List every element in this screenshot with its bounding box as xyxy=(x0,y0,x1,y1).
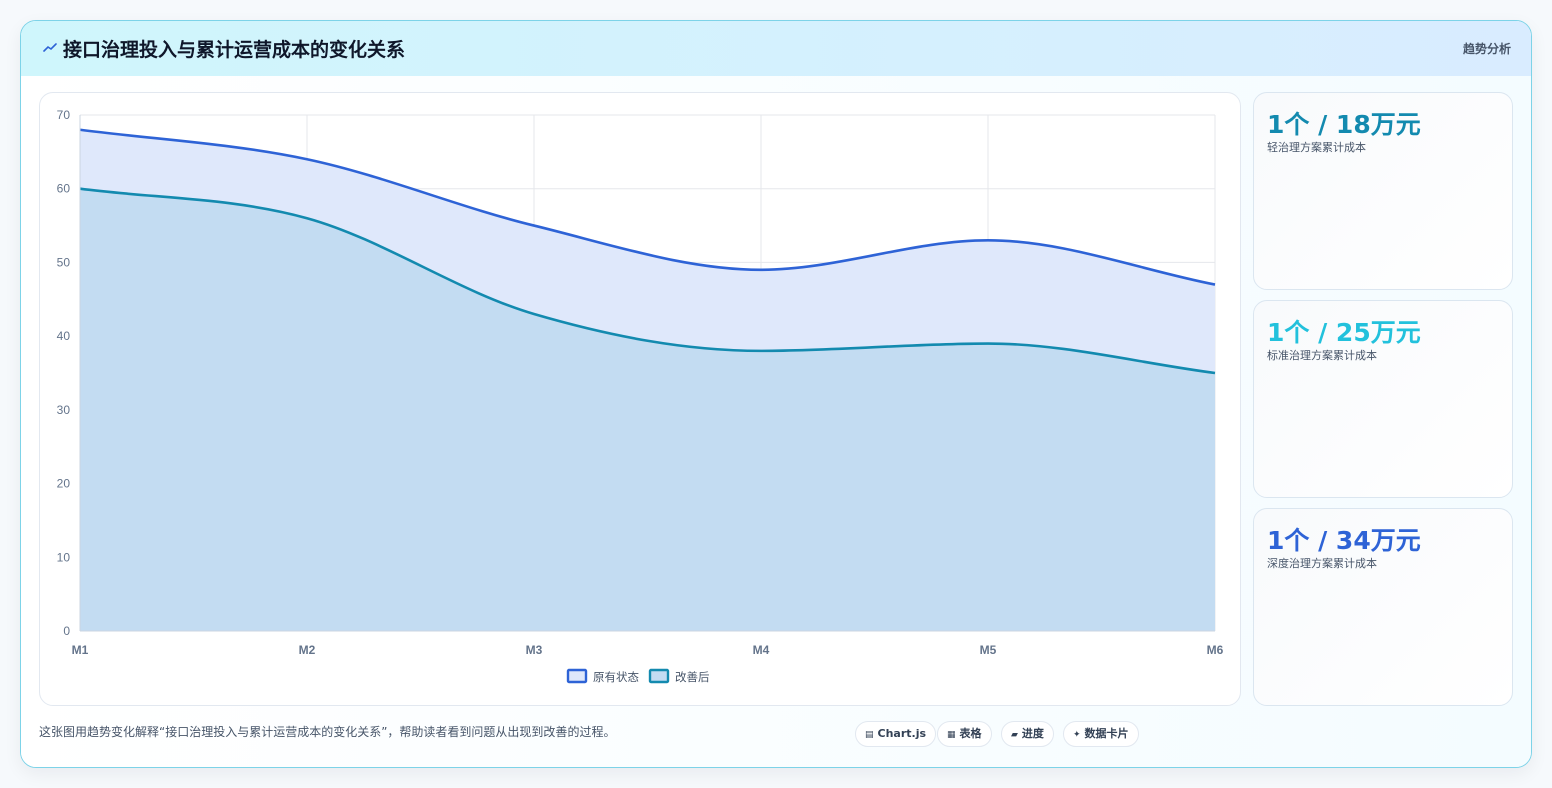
area-chart: 0 10 20 30 40 50 60 70 M1 M2 M3 M4 M5 M6 原有状态 改善后 xyxy=(57,108,1224,684)
y-tick-label: 40 xyxy=(57,329,71,343)
chart-panel: 0 10 20 30 40 50 60 70 M1 M2 M3 M4 M5 M6 原有状态 改善后 xyxy=(39,92,1241,706)
y-tick-label: 10 xyxy=(57,550,71,564)
chart-icon: ▤ xyxy=(865,730,874,740)
pill-label: 进度 xyxy=(1021,727,1044,740)
y-tick-label: 0 xyxy=(63,624,70,638)
category-tag: 趋势分析 xyxy=(1462,42,1511,56)
y-tick-label: 50 xyxy=(57,255,71,269)
x-tick-label: M5 xyxy=(980,643,997,657)
x-tick-label: M1 xyxy=(72,643,89,657)
chart-caption: 这张图用趋势变化解释“接口治理投入与累计运营成本的变化关系”，帮助读者看到问题从… xyxy=(39,725,616,739)
stat-card-deep: 1个 / 34万元 深度治理方案累计成本 xyxy=(1253,508,1513,706)
x-tick-label: M4 xyxy=(753,643,770,657)
axes: 0 10 20 30 40 50 60 70 M1 M2 M3 M4 M5 M6 xyxy=(57,108,1224,657)
y-tick-label: 30 xyxy=(57,403,71,417)
series-lines xyxy=(79,128,1216,375)
stat-value: 1个 / 34万元 xyxy=(1267,526,1421,555)
pill-label: 数据卡片 xyxy=(1084,727,1129,740)
stat-card-standard: 1个 / 25万元 标准治理方案累计成本 xyxy=(1253,300,1513,498)
series-areas xyxy=(80,129,1215,631)
chart-card: 接口治理投入与累计运营成本的变化关系 趋势分析 0 10 20 30 40 50 60 70 M… xyxy=(20,20,1532,768)
sparkle-icon: ✦ xyxy=(1073,730,1081,740)
stat-label: 深度治理方案累计成本 xyxy=(1267,557,1377,570)
legend-swatch[interactable] xyxy=(566,668,588,684)
series-area-1 xyxy=(80,188,1215,631)
card-body: 0 10 20 30 40 50 60 70 M1 M2 M3 M4 M5 M6 原有状态 改善后 1个 /… xyxy=(21,76,1531,767)
x-tick-label: M3 xyxy=(526,643,543,657)
y-tick-label: 60 xyxy=(57,182,71,196)
x-tick-label: M6 xyxy=(1207,643,1224,657)
card-header: 接口治理投入与累计运营成本的变化关系 趋势分析 xyxy=(21,21,1531,76)
y-tick-label: 20 xyxy=(57,477,71,491)
stat-card-light: 1个 / 18万元 轻治理方案累计成本 xyxy=(1253,92,1513,290)
pill-data-card[interactable]: ✦ 数据卡片 xyxy=(1063,721,1139,747)
progress-icon: ▰ xyxy=(1011,730,1018,740)
legend[interactable]: 原有状态 改善后 xyxy=(566,668,710,684)
stat-value: 1个 / 18万元 xyxy=(1267,110,1421,139)
trend-icon xyxy=(43,43,57,52)
stat-label: 标准治理方案累计成本 xyxy=(1267,349,1377,362)
series-line-1 xyxy=(79,187,1216,375)
pill-chartjs[interactable]: ▤ Chart.js xyxy=(855,721,937,747)
legend-swatch[interactable] xyxy=(648,668,670,684)
legend-label[interactable]: 改善后 xyxy=(675,670,710,684)
pill-table[interactable]: ▦ 表格 xyxy=(937,721,992,747)
series-line-0 xyxy=(79,128,1216,286)
table-icon: ▦ xyxy=(947,730,956,740)
pill-label: Chart.js xyxy=(877,727,927,740)
stat-value: 1个 / 25万元 xyxy=(1267,318,1421,347)
stat-label: 轻治理方案累计成本 xyxy=(1267,141,1366,154)
pill-progress[interactable]: ▰ 进度 xyxy=(1001,721,1054,747)
y-tick-label: 70 xyxy=(57,108,71,122)
x-tick-label: M2 xyxy=(299,643,316,657)
pill-label: 表格 xyxy=(959,727,982,740)
legend-label[interactable]: 原有状态 xyxy=(593,670,639,684)
page-title: 接口治理投入与累计运营成本的变化关系 xyxy=(63,39,406,61)
